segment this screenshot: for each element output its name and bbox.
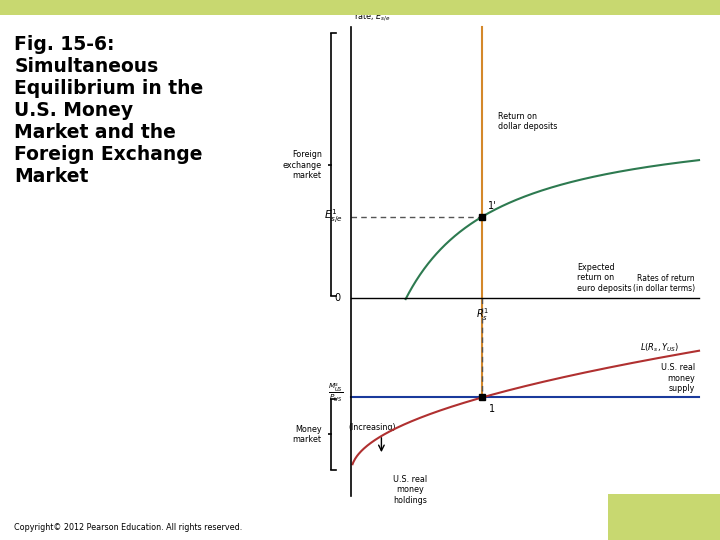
Text: 1': 1' [487, 201, 496, 211]
Text: Money
market: Money market [293, 425, 322, 444]
Text: Fig. 15-6:
Simultaneous
Equilibrium in the
U.S. Money
Market and the
Foreign Exc: Fig. 15-6: Simultaneous Equilibrium in t… [14, 35, 204, 186]
Text: Dollar/euro
exchange
rate, $E_{s/e}$: Dollar/euro exchange rate, $E_{s/e}$ [354, 0, 399, 23]
Text: U.S. real
money
holdings: U.S. real money holdings [393, 475, 428, 505]
Text: 1: 1 [489, 404, 495, 414]
Text: (Increasing): (Increasing) [348, 423, 396, 433]
Text: Return on
dollar deposits: Return on dollar deposits [498, 112, 557, 131]
Text: $L(R_s, Y_{US})$: $L(R_s, Y_{US})$ [640, 342, 679, 354]
Text: 15-25: 15-25 [636, 509, 690, 528]
Text: Copyright© 2012 Pearson Education. All rights reserved.: Copyright© 2012 Pearson Education. All r… [14, 523, 243, 532]
Text: $E^{1}_{s/e}$: $E^{1}_{s/e}$ [325, 207, 343, 226]
Text: Foreign
exchange
market: Foreign exchange market [282, 151, 322, 180]
Text: U.S. real
money
supply: U.S. real money supply [661, 363, 695, 393]
Text: Rates of return
(in dollar terms): Rates of return (in dollar terms) [633, 274, 695, 293]
Text: $\frac{M^{s}_{US}}{P_{US}}$: $\frac{M^{s}_{US}}{P_{US}}$ [328, 382, 343, 404]
Text: Expected
return on
euro deposits: Expected return on euro deposits [577, 263, 631, 293]
Text: 0: 0 [335, 293, 341, 303]
Text: $R^{1}_{s}$: $R^{1}_{s}$ [476, 307, 489, 323]
